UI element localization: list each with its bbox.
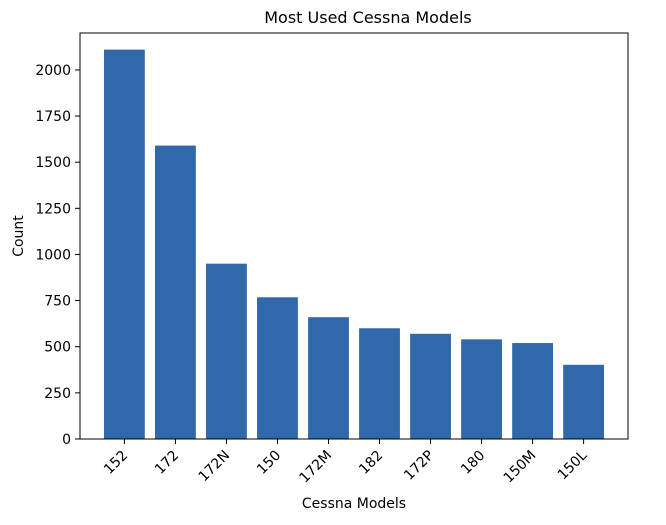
y-tick-label: 1000 (35, 247, 71, 263)
bar-172P (410, 333, 451, 439)
y-tick-label: 250 (44, 386, 71, 402)
y-tick-label: 750 (44, 294, 71, 310)
bar-150 (257, 297, 298, 439)
bars-group (103, 49, 605, 440)
y-tick-label: 500 (44, 340, 71, 356)
chart-title: Most Used Cessna Models (264, 8, 472, 27)
bar-150L (563, 364, 605, 439)
bar-172 (155, 145, 196, 439)
y-tick-label: 2000 (35, 63, 71, 79)
x-axis-label: Cessna Models (302, 496, 406, 512)
bar-152 (103, 49, 145, 440)
bar-172M (308, 317, 349, 439)
bar-150M (512, 343, 553, 439)
y-tick-label: 1500 (35, 155, 71, 171)
y-tick-label: 0 (62, 432, 71, 448)
y-axis-ticks: 0 250 500 750 1000 1250 1500 1750 2000 (35, 63, 80, 448)
y-tick-label: 1750 (35, 109, 71, 125)
bar-180 (461, 339, 502, 439)
y-tick-label: 1250 (35, 201, 71, 217)
plot-area-frame (79, 32, 629, 440)
bar-182 (359, 328, 400, 439)
bar-172N (206, 263, 247, 439)
y-axis-label: Count (11, 215, 27, 257)
